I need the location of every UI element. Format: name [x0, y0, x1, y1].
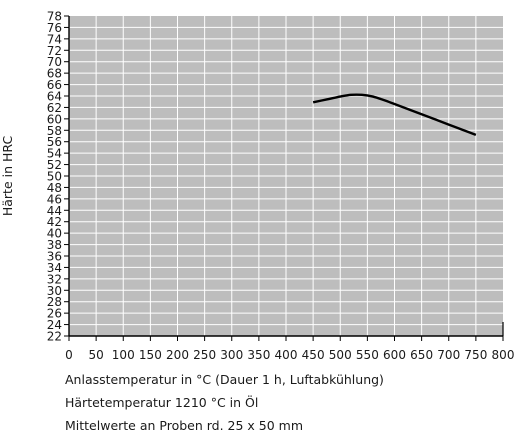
y-tick-label: 76: [47, 21, 62, 35]
note-hardening-temperature: Härtetemperatur 1210 °C in Öl: [65, 394, 258, 410]
y-tick-label: 70: [47, 55, 62, 69]
x-tick-label: 650: [410, 348, 433, 362]
y-tick-label: 26: [47, 307, 62, 321]
x-tick-label: 750: [464, 348, 487, 362]
y-tick-label: 22: [47, 330, 62, 344]
x-tick-label: 300: [220, 348, 243, 362]
y-tick-label: 74: [47, 32, 62, 46]
y-tick-label: 58: [47, 124, 62, 138]
x-tick-label: 350: [247, 348, 270, 362]
y-tick-label: 24: [47, 318, 62, 332]
x-tick-label: 0: [65, 348, 73, 362]
y-tick-label: 56: [47, 135, 62, 149]
y-tick-label: 78: [47, 10, 62, 24]
x-tick-label: 550: [356, 348, 379, 362]
y-tick-label: 28: [47, 295, 62, 309]
x-tick-label: 800: [492, 348, 514, 362]
x-tick-label: 50: [88, 348, 103, 362]
series-line-hardness: [312, 93, 477, 136]
x-tick-label: 500: [329, 348, 352, 362]
y-tick-label: 34: [47, 261, 62, 275]
y-tick-label: 44: [47, 204, 62, 218]
x-tick-label: 700: [437, 348, 460, 362]
x-axis-tick-labels: 0 50 100 150 200 250 300 350 400 450 500 550 600 650 7…: [65, 348, 514, 362]
x-tick-label: 400: [275, 348, 298, 362]
y-axis-tick-labels: 2224262830323436384042444648505254565860…: [47, 10, 62, 344]
y-tick-label: 38: [47, 238, 62, 252]
y-tick-label: 54: [47, 147, 62, 161]
y-tick-label: 50: [47, 170, 62, 184]
x-tick-label: 200: [166, 348, 189, 362]
axes: [64, 15, 504, 341]
y-tick-label: 64: [47, 90, 62, 104]
y-tick-label: 52: [47, 158, 62, 172]
y-tick-label: 42: [47, 215, 62, 229]
x-tick-label: 250: [193, 348, 216, 362]
y-axis-title: Härte in HRC: [0, 136, 15, 217]
x-tick-label: 100: [112, 348, 135, 362]
y-tick-label: 66: [47, 78, 62, 92]
y-tick-label: 32: [47, 272, 62, 286]
y-tick-label: 62: [47, 101, 62, 115]
y-tick-label: 46: [47, 192, 62, 206]
y-tick-label: 40: [47, 227, 62, 241]
grid-lines: [69, 16, 503, 336]
y-tick-label: 30: [47, 284, 62, 298]
y-tick-label: 48: [47, 181, 62, 195]
x-tick-label: 150: [139, 348, 162, 362]
x-axis-title: Anlasstemperatur in °C (Dauer 1 h, Lufta…: [65, 372, 384, 387]
y-tick-label: 36: [47, 250, 62, 264]
note-sample-size: Mittelwerte an Proben rd. 25 x 50 mm: [65, 418, 303, 433]
y-tick-label: 72: [47, 44, 62, 58]
series-group: [312, 93, 477, 136]
y-tick-label: 60: [47, 112, 62, 126]
y-tick-label: 68: [47, 67, 62, 81]
x-tick-label: 600: [383, 348, 406, 362]
x-tick-label: 450: [302, 348, 325, 362]
